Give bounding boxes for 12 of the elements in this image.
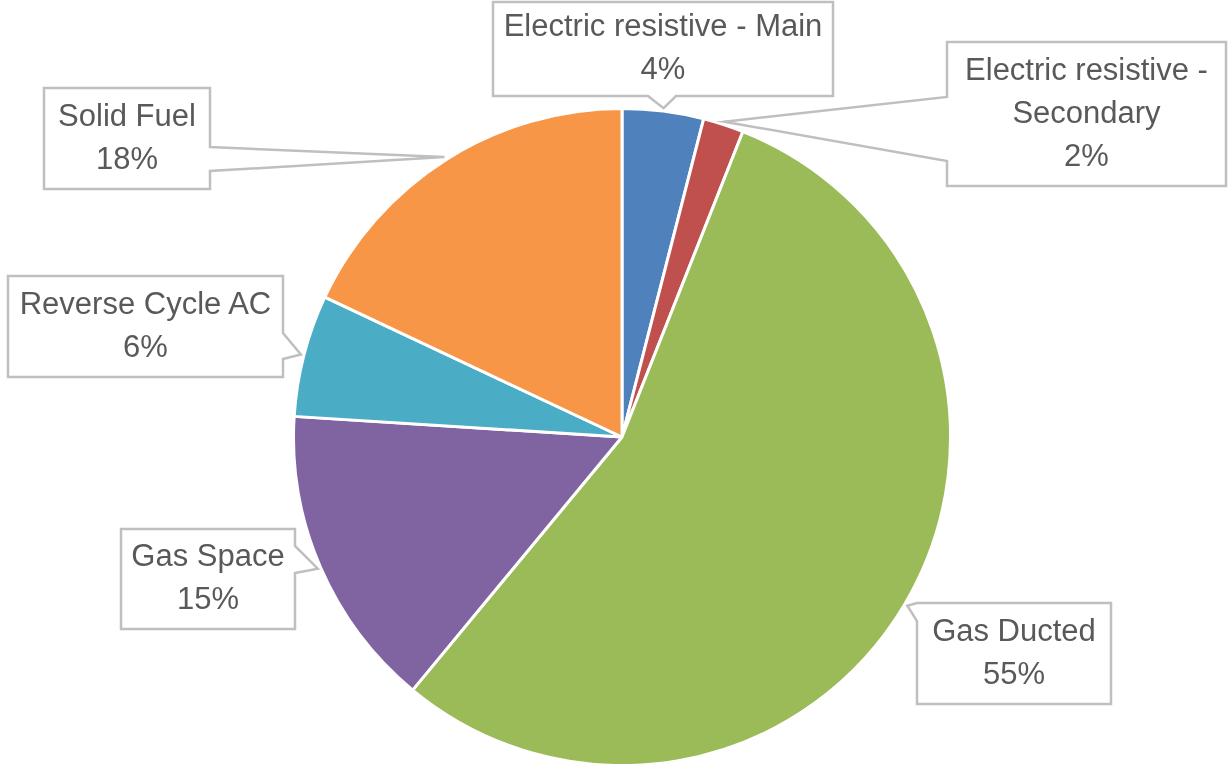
slice-label: Solid Fuel bbox=[58, 97, 196, 133]
data-label: 4% bbox=[640, 51, 686, 87]
slice-label: Reverse Cycle AC bbox=[19, 285, 272, 321]
slice-label: Gas Ducted bbox=[932, 612, 1096, 648]
data-label: 2% bbox=[1064, 137, 1109, 173]
data-label: 15% bbox=[176, 581, 240, 617]
data-label: 18% bbox=[95, 140, 159, 176]
slice-label: Gas Space bbox=[131, 538, 285, 574]
data-label: 6% bbox=[123, 328, 168, 364]
data-label: 55% bbox=[982, 655, 1046, 691]
slice-label: Electric resistive - Secondary bbox=[965, 51, 1208, 130]
slice-label: Electric resistive - Main bbox=[503, 8, 823, 44]
